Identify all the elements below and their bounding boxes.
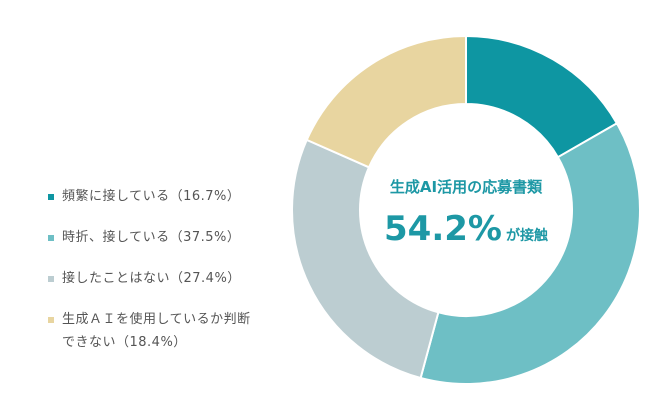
legend-label: 頻繁に接している（16.7%） — [62, 185, 240, 208]
legend-label: 生成ＡＩを使用しているか判断 できない（18.4%） — [62, 308, 251, 354]
center-suffix: が接触 — [506, 227, 548, 244]
legend-swatch — [48, 235, 54, 241]
legend: 頻繁に接している（16.7%） 時折、接している（37.5%） 接したことはない… — [48, 185, 298, 354]
legend-label-line: 時折、接している（37.5%） — [62, 230, 241, 245]
legend-label: 時折、接している（37.5%） — [62, 226, 240, 249]
legend-item-sometimes: 時折、接している（37.5%） — [48, 226, 298, 249]
legend-item-never: 接したことはない（27.4%） — [48, 267, 298, 290]
donut-slices — [291, 34, 641, 385]
legend-label-line: できない（18.4%） — [62, 335, 187, 350]
center-value-line: 54.2% が接触 — [384, 209, 548, 249]
legend-item-frequent: 頻繁に接している（16.7%） — [48, 185, 298, 208]
legend-swatch — [48, 276, 54, 282]
legend-label: 接したことはない（27.4%） — [62, 267, 241, 290]
center-title: 生成AI活用の応募書類 — [390, 178, 543, 196]
center-percentage: 54.2% — [384, 209, 502, 249]
slice-never — [291, 138, 440, 380]
legend-label-line: 接したことはない（27.4%） — [62, 271, 241, 286]
legend-label-line: 頻繁に接している（16.7%） — [62, 189, 241, 204]
legend-item-unknown: 生成ＡＩを使用しているか判断 できない（18.4%） — [48, 308, 298, 354]
legend-swatch — [48, 194, 54, 200]
legend-label-line: 生成ＡＩを使用しているか判断 — [62, 312, 251, 327]
legend-swatch — [48, 317, 54, 323]
slice-unknown — [305, 34, 467, 169]
slice-sometimes — [419, 121, 641, 385]
